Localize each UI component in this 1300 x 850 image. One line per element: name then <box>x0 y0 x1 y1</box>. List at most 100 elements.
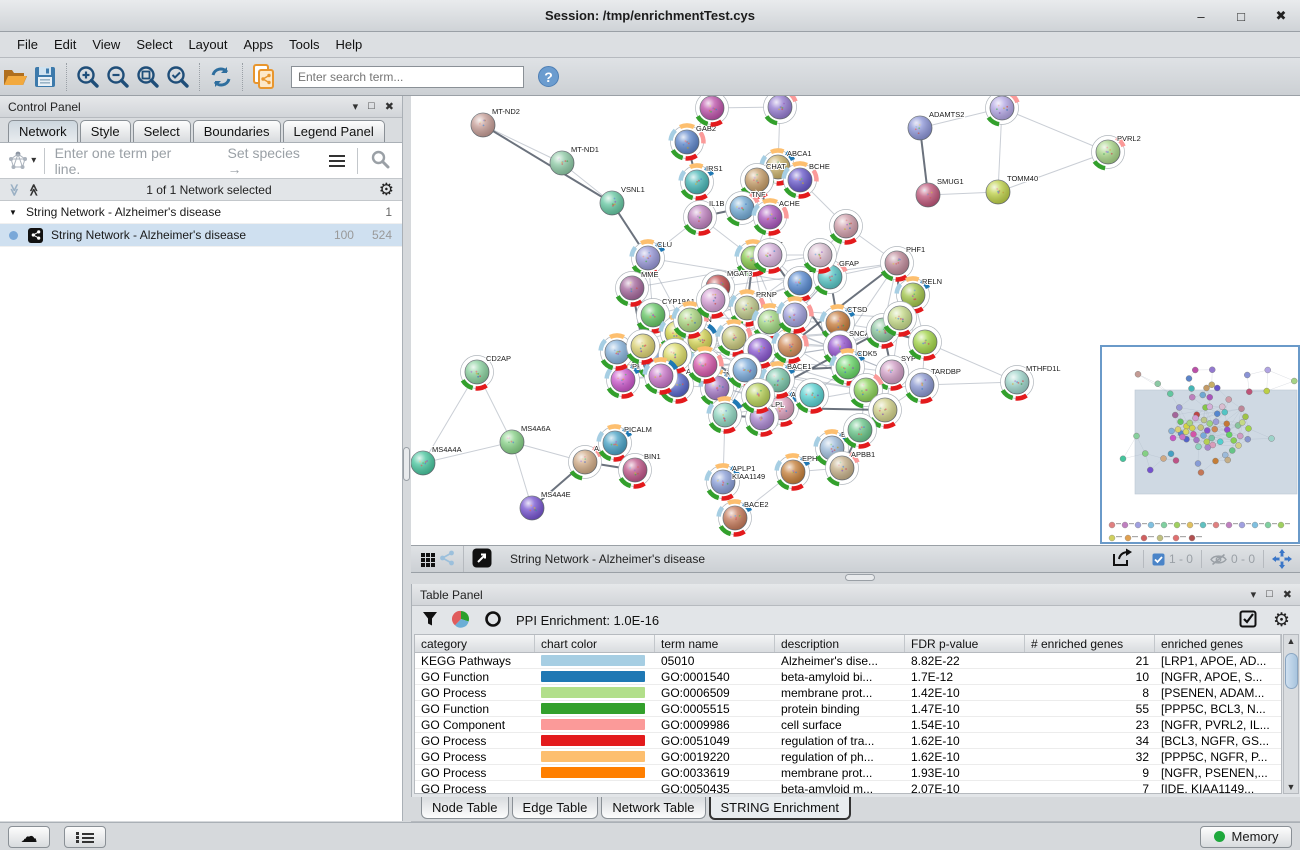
tab-node-table[interactable]: Node Table <box>421 797 509 819</box>
protein-node[interactable]: CTSD <box>819 304 869 342</box>
detach-view-icon[interactable] <box>472 548 492 571</box>
protein-node[interactable]: MS4A6A <box>499 423 552 455</box>
protein-node[interactable] <box>795 378 829 414</box>
column-header-FDR-p-value[interactable]: FDR p-value <box>905 635 1025 652</box>
protein-node[interactable] <box>626 329 660 365</box>
tab-style[interactable]: Style <box>79 120 131 142</box>
birds-eye-view[interactable] <box>1100 345 1300 544</box>
zoom-fit-icon[interactable] <box>133 62 163 92</box>
ring-chart-icon[interactable] <box>484 610 502 631</box>
menu-edit[interactable]: Edit <box>53 37 77 52</box>
protein-node[interactable] <box>763 96 798 126</box>
network-svg[interactable]: MT-ND2 MT-ND1 VSNL1 GAB2 ADAMTS2 PVRL2 SMUG1 TO… <box>411 96 1300 545</box>
protein-node[interactable] <box>771 326 809 364</box>
string-query-input[interactable]: Enter one term per line. <box>54 144 172 177</box>
protein-node[interactable]: TOMM40 <box>985 173 1039 205</box>
menu-select[interactable]: Select <box>136 37 173 52</box>
zoom-out-icon[interactable] <box>103 62 133 92</box>
protein-node[interactable]: TNF <box>725 189 767 227</box>
protein-node[interactable] <box>715 319 753 357</box>
protein-node[interactable]: TARDBP <box>905 366 962 404</box>
network-row[interactable]: String Network - Alzheimer's disease 100… <box>0 224 402 247</box>
protein-node[interactable] <box>642 357 679 395</box>
zoom-selected-icon[interactable] <box>163 62 193 92</box>
protein-node[interactable] <box>741 378 775 414</box>
help-icon[interactable]: ? <box>538 66 559 87</box>
protein-node[interactable]: PHF1 <box>880 244 926 282</box>
table-splitter-handle[interactable] <box>845 574 875 581</box>
minimize-button[interactable]: – <box>1197 8 1205 24</box>
table-row[interactable]: GO Component GO:0009986 cell surface 1.54E-… <box>415 717 1281 733</box>
close-button[interactable]: ✖ <box>1275 8 1287 23</box>
protein-node[interactable] <box>696 283 730 319</box>
protein-node[interactable] <box>686 346 724 384</box>
network-collection-row[interactable]: ▼ String Network - Alzheimer's disease 1 <box>0 201 402 224</box>
table-row[interactable]: GO Process GO:0006509 membrane prot... 1.42… <box>415 685 1281 701</box>
tree-caret-icon[interactable]: ▼ <box>9 207 17 217</box>
string-search-icon[interactable] <box>370 149 390 172</box>
maximize-button[interactable]: □ <box>1237 8 1245 24</box>
protein-node[interactable]: EPHA5 <box>774 453 828 491</box>
protein-node[interactable]: RELN <box>894 276 943 314</box>
table-row[interactable]: GO Process GO:0050435 beta-amyloid m... 2.0… <box>415 781 1281 793</box>
export-network-icon[interactable] <box>1101 548 1143 571</box>
tab-string-enrichment[interactable]: STRING Enrichment <box>708 797 851 820</box>
protein-node[interactable]: MTHFD1L <box>1000 363 1062 401</box>
expand-all-icon[interactable]: ≫ <box>7 183 22 196</box>
protein-node[interactable] <box>868 393 902 429</box>
tab-edge-table[interactable]: Edge Table <box>511 797 599 819</box>
table-settings-gear-icon[interactable]: ⚙ <box>1272 609 1290 631</box>
tab-legend-panel[interactable]: Legend Panel <box>282 120 385 142</box>
panel-close-icon[interactable]: ✖ <box>1282 589 1292 601</box>
protein-node[interactable] <box>803 238 837 274</box>
network-share-icon[interactable] <box>249 62 279 92</box>
menu-help[interactable]: Help <box>335 37 363 52</box>
string-options-icon[interactable] <box>329 154 345 167</box>
protein-node[interactable]: CLU <box>629 239 673 277</box>
open-session-icon[interactable] <box>0 62 30 92</box>
tab-select[interactable]: Select <box>132 120 191 142</box>
panel-splitter-handle[interactable] <box>403 447 410 481</box>
protein-node[interactable]: IRS1 <box>678 163 724 201</box>
table-scrollbar[interactable]: ▲ ▼ <box>1283 634 1299 794</box>
protein-node[interactable]: PRNP <box>728 289 778 327</box>
share-view-icon[interactable] <box>439 550 455 569</box>
table-row[interactable]: GO Process GO:0019220 regulation of ph... 1… <box>415 749 1281 765</box>
memory-button[interactable]: Memory <box>1200 825 1292 848</box>
panel-float-icon[interactable]: □ <box>368 100 375 112</box>
menu-apps[interactable]: Apps <box>243 37 274 52</box>
table-row[interactable]: GO Process GO:0033619 membrane prot... 1.93… <box>415 765 1281 781</box>
string-logo-icon[interactable]: ▾ <box>0 150 44 172</box>
panel-collapse-icon[interactable]: ▾ <box>1250 589 1257 601</box>
table-row[interactable]: GO Function GO:0005515 protein binding 1.47… <box>415 701 1281 717</box>
refresh-icon[interactable] <box>206 62 236 92</box>
column-header-chart-color[interactable]: chart color <box>535 635 655 652</box>
column-header-term-name[interactable]: term name <box>655 635 775 652</box>
protein-node[interactable]: PICALM <box>596 424 653 462</box>
protein-node[interactable]: IL1B <box>683 198 725 236</box>
panel-collapse-icon[interactable]: ▾ <box>352 101 359 113</box>
protein-node[interactable]: MT-ND2 <box>470 106 521 138</box>
species-selector[interactable]: Set species → <box>227 144 300 177</box>
protein-node[interactable]: CDK5 <box>829 348 878 386</box>
protein-node[interactable] <box>985 96 1020 127</box>
protein-node[interactable]: SYP <box>875 353 917 391</box>
protein-node[interactable]: APLP1 KIAA1149 <box>704 463 766 501</box>
zoom-in-icon[interactable] <box>73 62 103 92</box>
protein-node[interactable]: SMUG1 <box>915 176 965 208</box>
search-input[interactable] <box>291 65 524 88</box>
protein-node[interactable]: MS4A4A <box>411 444 463 476</box>
column-header-enriched-genes[interactable]: enriched genes <box>1155 635 1281 652</box>
protein-node[interactable] <box>883 301 917 337</box>
protein-node[interactable]: MS4A4E <box>519 489 572 521</box>
protein-node[interactable] <box>908 325 942 361</box>
protein-node[interactable] <box>753 238 787 274</box>
select-columns-icon[interactable] <box>1239 610 1257 631</box>
table-row[interactable]: GO Function GO:0001540 beta-amyloid bi... 1… <box>415 669 1281 685</box>
protein-node[interactable]: ACHE <box>751 198 801 236</box>
menu-tools[interactable]: Tools <box>289 37 320 52</box>
protein-node[interactable] <box>829 209 863 245</box>
protein-node[interactable]: VSNL1 <box>599 184 646 216</box>
column-header-category[interactable]: category <box>415 635 535 652</box>
protein-node[interactable]: MT-ND1 <box>549 144 600 176</box>
